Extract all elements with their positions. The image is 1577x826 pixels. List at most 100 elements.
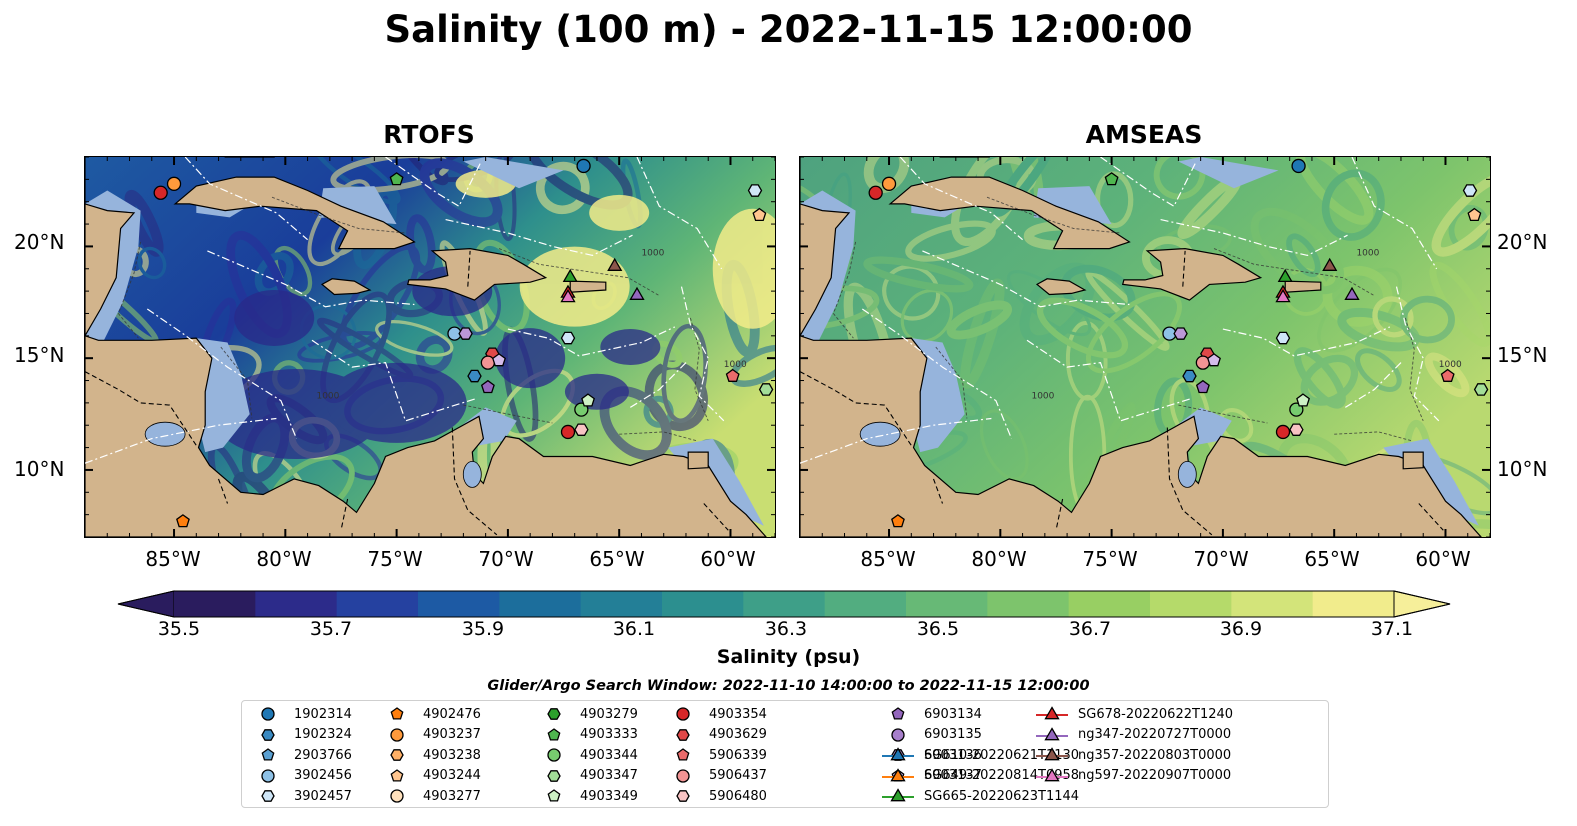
isobath-contour	[832, 241, 857, 339]
eez-boundary	[1222, 326, 1391, 357]
legend-label: SG678-20220622T1240	[1078, 706, 1234, 722]
hispaniola-land	[1121, 247, 1263, 301]
colorbar-segment	[1312, 591, 1395, 617]
eez-boundary	[861, 308, 1013, 439]
observation-marker	[560, 288, 576, 303]
panel-title-rtofs: RTOFS	[383, 120, 475, 149]
colorbar-tick-label: 36.3	[764, 618, 808, 640]
contour-label: 1000	[316, 391, 339, 401]
legend-triangle	[890, 747, 906, 761]
lake	[859, 421, 901, 447]
legend-marker-icon	[261, 748, 275, 761]
colorbar-frame	[117, 590, 1451, 618]
colorbar-segment	[987, 591, 1070, 617]
observation-marker	[881, 176, 897, 191]
eez-boundary	[800, 417, 992, 464]
lon-tick-label: 75°W	[1082, 547, 1138, 571]
legend-label: 2903766	[294, 747, 352, 763]
legend-symbol	[676, 707, 690, 721]
panel-title-amseas: AMSEAS	[1085, 120, 1203, 149]
eez-boundary	[629, 362, 687, 408]
eez-boundary	[85, 417, 277, 464]
observation-marker	[562, 268, 578, 283]
hispaniola-land	[406, 247, 548, 301]
legend-item: 5906480	[665, 786, 767, 806]
cuba-land	[173, 176, 416, 250]
legend-item: SG665-20220623T1144	[880, 786, 1079, 806]
eez-boundary	[1026, 339, 1192, 422]
eez-boundary	[1160, 219, 1348, 257]
legend-marker-icon	[390, 789, 404, 804]
legend-symbol	[261, 769, 275, 783]
lake	[144, 421, 186, 447]
legend-symbol	[390, 749, 404, 762]
legend-label: 3902457	[294, 788, 352, 804]
isobath-contour	[1213, 248, 1375, 296]
country-border	[703, 503, 729, 531]
legend-label: 4903349	[580, 788, 638, 804]
legend-item: 4903629	[665, 725, 767, 745]
legend-label: 5906339	[709, 747, 767, 763]
eez-boundary	[311, 339, 477, 422]
observation-marker	[389, 172, 404, 186]
colorbar-segment	[255, 591, 338, 617]
legend-label: ng347-20220727T0000	[1078, 727, 1232, 743]
legend-marker-icon	[891, 727, 905, 742]
legend-triangle	[890, 768, 906, 782]
lon-tick-label: 70°W	[1193, 547, 1249, 571]
observation-marker	[1275, 331, 1291, 345]
legend-item: 2903766	[250, 745, 352, 765]
lon-tick-label: 65°W	[589, 547, 645, 571]
legend-label: 6903134	[924, 706, 982, 722]
observation-marker	[1462, 184, 1478, 197]
legend-symbol	[261, 728, 275, 741]
legend-item: ng357-20220803T0000	[1034, 745, 1231, 765]
legend-item: 4903333	[536, 725, 638, 745]
shallow-shelf	[463, 157, 564, 189]
eez-boundary	[922, 250, 1130, 308]
legend-marker-icon	[261, 790, 275, 803]
legend-symbol	[676, 748, 690, 761]
isobath-contour	[220, 346, 253, 419]
legend-item: 4903279	[536, 704, 638, 724]
legend-marker-icon	[1036, 726, 1068, 740]
observation-marker	[1275, 288, 1291, 303]
legend-symbol	[261, 748, 275, 761]
observation-marker	[574, 423, 589, 436]
legend-marker-icon	[390, 727, 404, 742]
legend-triangle	[890, 788, 906, 802]
lon-tick-label: 60°W	[700, 547, 756, 571]
legend-symbol	[547, 748, 561, 762]
legend-symbol	[547, 708, 561, 720]
legend-marker-icon	[390, 768, 404, 782]
legend-item: 6903134	[880, 704, 982, 724]
country-border	[340, 498, 349, 531]
colorbar-segment	[418, 591, 500, 617]
lat-tick-label: 15°N	[1497, 343, 1548, 367]
legend-item: 4903244	[379, 766, 481, 786]
legend-label: 6903135	[924, 727, 982, 743]
colorbar-label: Salinity (psu)	[716, 646, 861, 668]
legend-item: ng597-20220907T0000	[1034, 766, 1231, 786]
country-border	[1055, 498, 1064, 531]
legend-marker-icon	[891, 707, 905, 720]
isobath-contour	[271, 196, 406, 234]
observation-marker	[1440, 368, 1455, 382]
colorbar-segment	[662, 591, 744, 617]
colorbar-segment	[499, 591, 582, 617]
isobath-contour	[498, 248, 660, 296]
legend-marker-icon	[390, 749, 404, 762]
observation-marker	[153, 185, 168, 200]
legend-item: 3902457	[250, 786, 352, 806]
observation-marker	[480, 379, 495, 394]
observation-marker	[752, 207, 767, 222]
legend-label: 4903629	[709, 727, 767, 743]
lat-tick-label: 10°N	[14, 457, 65, 481]
legend-label: 4903354	[709, 706, 767, 722]
trinidad-land	[687, 451, 709, 470]
colorbar-tick-label: 37.1	[1370, 618, 1414, 640]
legend-item: 1902324	[250, 725, 352, 745]
eez-boundary	[146, 308, 298, 439]
salinity-colorbar	[117, 590, 1451, 618]
figure-title: Salinity (100 m) - 2022-11-15 12:00:00	[384, 8, 1193, 51]
